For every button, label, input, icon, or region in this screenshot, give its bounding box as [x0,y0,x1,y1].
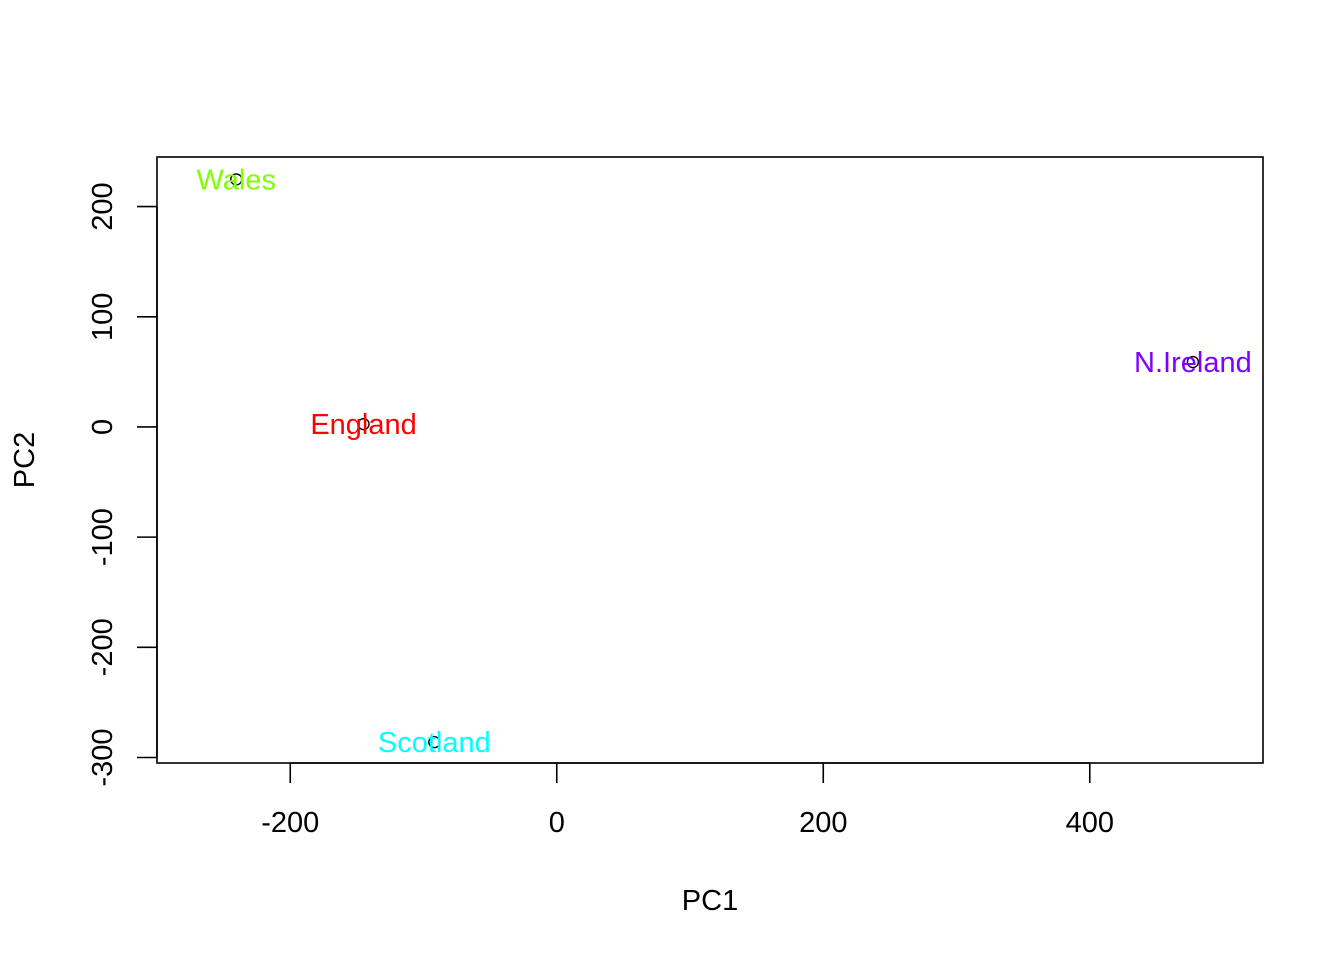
plot-area [156,156,1264,764]
y-axis: -300 -200 -100 0 100 200 [87,182,158,787]
plot-frame [156,156,1264,764]
data-point-marker [1186,355,1200,369]
y-axis-label: PC2 [9,432,41,488]
data-point-label: Wales [196,164,276,196]
data-point-label: N.Ireland [1134,347,1252,379]
x-axis: -200 0 200 400 [261,762,1114,839]
x-axis-label: PC1 [682,885,738,917]
y-tick-label: -100 [87,508,119,566]
y-tick-label: 0 [87,419,119,435]
data-point-label: Scotland [378,727,491,759]
data-point-marker [230,173,243,186]
data-point-label: England [310,409,416,441]
y-tick-label: 200 [87,182,119,230]
data-points: England Wales Scotland N.Ireland [196,164,1251,759]
y-tick-label: 100 [87,293,119,341]
x-tick-label: 0 [549,807,565,839]
data-point-marker [428,735,441,749]
x-tick-label: -200 [261,807,319,839]
y-tick-label: -300 [87,728,119,786]
x-tick-label: 200 [799,807,847,839]
data-point-marker [357,417,370,431]
y-tick-label: -200 [87,618,119,676]
x-tick-label: 400 [1066,807,1114,839]
